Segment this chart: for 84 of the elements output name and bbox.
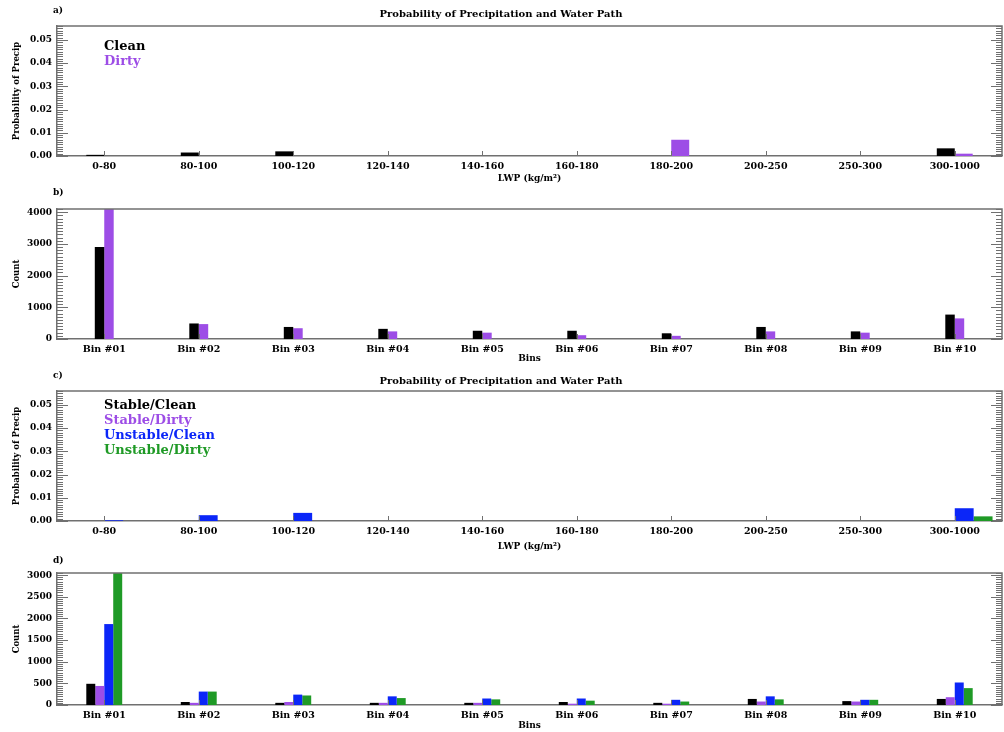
x-tick-label: Bin #01 <box>82 709 126 721</box>
y-tick-label: 0 <box>45 699 52 710</box>
x-tick-label: 0-80 <box>92 525 117 537</box>
chart-title: Probability of Precipitation and Water Path <box>379 7 624 19</box>
text: Unstable/Dirty <box>104 442 211 458</box>
text: Unstable/Clean <box>104 427 216 443</box>
text: b) <box>53 187 64 198</box>
y-tick-label: 1500 <box>26 634 52 645</box>
y-tick-label: 3000 <box>26 569 52 580</box>
x-tick-label: Bin #06 <box>555 343 599 355</box>
x-tick-label: Bin #03 <box>271 343 315 355</box>
y-tick-label: 0.02 <box>30 103 52 114</box>
x-tick-label: Bin #07 <box>649 709 693 721</box>
x-tick-label: 120-140 <box>365 160 410 172</box>
text: Dirty <box>104 53 142 69</box>
x-axis-title: Bins <box>518 352 541 363</box>
y-tick-label: 0.01 <box>30 127 52 138</box>
y-tick-label: 2000 <box>26 612 52 623</box>
x-tick-label: Bin #09 <box>838 709 883 721</box>
x-tick-label: Bin #02 <box>177 709 221 721</box>
text: a) <box>53 5 64 16</box>
y-tick-label: 0 <box>45 333 52 344</box>
x-tick-label: 200-250 <box>743 160 788 172</box>
y-tick-label: 0.00 <box>30 150 52 161</box>
x-tick-label: 100-120 <box>271 525 316 537</box>
x-tick-label: Bin #08 <box>744 709 788 721</box>
x-tick-label: 80-100 <box>180 160 218 172</box>
x-tick-label: Bin #09 <box>838 343 883 355</box>
x-axis-title: LWP (kg/m²) <box>497 172 562 183</box>
x-tick-label: Bin #02 <box>177 343 221 355</box>
x-tick-label: 200-250 <box>743 525 788 537</box>
x-tick-label: Bin #05 <box>460 709 504 721</box>
text: d) <box>53 555 64 566</box>
y-tick-label: 0.02 <box>30 468 52 479</box>
legend-label: Stable/Dirty <box>104 412 192 428</box>
x-tick-label: 0-80 <box>92 160 117 172</box>
x-tick-label: Bin #08 <box>744 343 788 355</box>
text: c) <box>53 370 63 381</box>
x-tick-label: Bin #07 <box>649 343 693 355</box>
x-tick-label: 180-200 <box>649 160 694 172</box>
y-tick-label: 0.05 <box>30 34 52 45</box>
y-tick-label: 0.04 <box>30 422 52 433</box>
y-tick-label: 2500 <box>26 591 52 602</box>
y-tick-label: 1000 <box>26 656 52 667</box>
x-tick-label: 140-160 <box>460 525 505 537</box>
x-tick-label: 160-180 <box>554 525 599 537</box>
x-tick-label: 100-120 <box>271 160 316 172</box>
y-tick-label: 0.03 <box>30 445 52 456</box>
y-axis-title: Count <box>11 624 22 654</box>
y-tick-label: 500 <box>33 677 52 688</box>
x-tick-label: Bin #06 <box>555 709 599 721</box>
text: Clean <box>104 38 146 54</box>
y-axis-title: Count <box>11 259 22 289</box>
x-tick-label: Bin #03 <box>271 709 315 721</box>
x-tick-label: 250-300 <box>838 160 883 172</box>
x-tick-label: Bin #04 <box>366 709 410 721</box>
y-tick-label: 0.05 <box>30 399 52 410</box>
y-axis-title: Probability of Precip <box>11 406 22 506</box>
y-tick-label: 4000 <box>26 206 52 217</box>
y-tick-label: 2000 <box>26 269 52 280</box>
y-tick-label: 1000 <box>26 301 52 312</box>
x-tick-label: 300-1000 <box>929 160 981 172</box>
x-tick-label: 160-180 <box>554 160 599 172</box>
x-tick-label: Bin #05 <box>460 343 504 355</box>
y-tick-label: 0.01 <box>30 492 52 503</box>
chart-title: Probability of Precipitation and Water Path <box>379 374 624 386</box>
x-tick-label: Bin #01 <box>82 343 126 355</box>
x-tick-label: Bin #10 <box>933 343 977 355</box>
y-tick-label: 0.04 <box>30 57 52 68</box>
x-tick-label: 250-300 <box>838 525 883 537</box>
x-axis-title: LWP (kg/m²) <box>497 540 562 551</box>
x-axis-title: Bins <box>518 719 541 730</box>
y-axis-title: Probability of Precip <box>11 41 22 141</box>
x-tick-label: 80-100 <box>180 525 218 537</box>
x-tick-label: Bin #10 <box>933 709 977 721</box>
x-tick-label: 120-140 <box>365 525 410 537</box>
y-tick-label: 3000 <box>26 238 52 249</box>
x-tick-label: 180-200 <box>649 525 694 537</box>
y-tick-label: 0.03 <box>30 80 52 91</box>
x-tick-label: 140-160 <box>460 160 505 172</box>
x-tick-label: 300-1000 <box>929 525 981 537</box>
y-tick-label: 0.00 <box>30 515 52 526</box>
x-tick-label: Bin #04 <box>366 343 410 355</box>
legend-label: Stable/Clean <box>104 397 197 413</box>
